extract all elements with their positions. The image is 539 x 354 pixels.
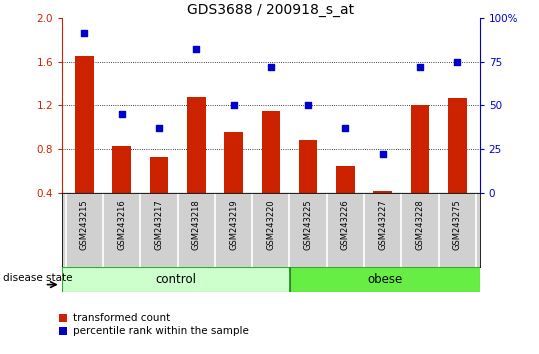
Bar xyxy=(336,166,355,193)
Text: GSM243225: GSM243225 xyxy=(303,199,313,250)
Point xyxy=(155,125,163,131)
Text: GSM243215: GSM243215 xyxy=(80,199,89,250)
Text: transformed count: transformed count xyxy=(73,313,170,323)
Title: GDS3688 / 200918_s_at: GDS3688 / 200918_s_at xyxy=(187,3,355,17)
Point xyxy=(118,111,126,117)
Text: GSM243228: GSM243228 xyxy=(416,199,425,250)
Point xyxy=(341,125,350,131)
Text: GSM243219: GSM243219 xyxy=(229,199,238,250)
Point xyxy=(192,46,201,52)
Point xyxy=(266,64,275,70)
Text: GSM243218: GSM243218 xyxy=(192,199,201,250)
Point xyxy=(378,152,387,157)
Point xyxy=(304,103,313,108)
Text: GSM243226: GSM243226 xyxy=(341,199,350,250)
Text: GSM243220: GSM243220 xyxy=(266,199,275,250)
Point xyxy=(229,103,238,108)
Bar xyxy=(62,267,290,292)
Bar xyxy=(75,56,94,193)
Bar xyxy=(150,157,168,193)
Bar xyxy=(374,191,392,193)
Text: GSM243217: GSM243217 xyxy=(155,199,163,250)
Text: obese: obese xyxy=(367,273,403,286)
Point xyxy=(453,59,461,64)
Text: GSM243216: GSM243216 xyxy=(117,199,126,250)
Bar xyxy=(112,146,131,193)
Bar xyxy=(224,132,243,193)
Text: disease state: disease state xyxy=(3,273,72,283)
Point xyxy=(416,64,424,70)
Bar xyxy=(448,98,467,193)
Point xyxy=(80,31,89,36)
Bar xyxy=(411,105,430,193)
Text: GSM243275: GSM243275 xyxy=(453,199,462,250)
Bar xyxy=(187,97,205,193)
Text: GSM243227: GSM243227 xyxy=(378,199,387,250)
Text: percentile rank within the sample: percentile rank within the sample xyxy=(73,326,248,336)
Bar xyxy=(299,140,317,193)
Bar xyxy=(290,267,480,292)
Bar xyxy=(261,111,280,193)
Text: control: control xyxy=(155,273,196,286)
